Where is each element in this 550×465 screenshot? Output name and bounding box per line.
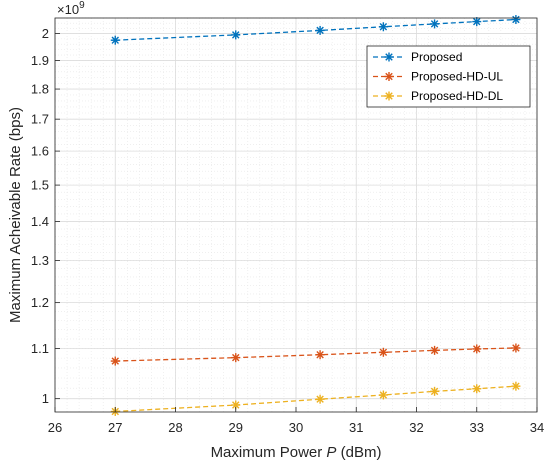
data-point <box>315 394 325 404</box>
data-point <box>231 353 241 363</box>
data-point <box>110 356 120 366</box>
x-tick-label: 34 <box>530 420 544 435</box>
x-tick-label: 27 <box>108 420 122 435</box>
y-tick-label: 1.9 <box>31 53 49 68</box>
data-point <box>472 344 482 354</box>
x-tick-label: 31 <box>349 420 363 435</box>
legend-box <box>366 45 531 108</box>
data-point <box>511 343 521 353</box>
y-tick-label: 1.8 <box>31 82 49 97</box>
legend-marker <box>384 91 394 101</box>
legend-label: Proposed-HD-UL <box>411 70 503 84</box>
data-point <box>378 390 388 400</box>
data-point <box>511 381 521 391</box>
y-axis-ticks: 1 1.1 1.2 1.3 1.4 1.5 1.6 1.7 1.8 1.9 2 <box>31 26 60 406</box>
data-point <box>472 17 482 27</box>
y-tick-label: 1.3 <box>31 253 49 268</box>
x-tick-label: 28 <box>168 420 182 435</box>
data-point <box>511 15 521 25</box>
x-tick-label: 26 <box>48 420 62 435</box>
series-layer <box>110 15 521 416</box>
series-3 <box>110 381 521 416</box>
x-axis-label: Maximum Power P (dBm) <box>211 444 382 461</box>
legend-item: Proposed-HD-DL <box>373 89 503 103</box>
data-point <box>430 345 440 355</box>
x-tick-label: 33 <box>470 420 484 435</box>
y-tick-label: 1.4 <box>31 214 49 229</box>
legend: Proposed Proposed-HD-UL Proposed-HD-DL <box>366 45 531 108</box>
x-axis-label-variable: P <box>326 444 336 461</box>
legend-marker <box>384 52 394 62</box>
data-point <box>472 384 482 394</box>
y-tick-label: 1.6 <box>31 144 49 159</box>
series-1 <box>110 15 521 45</box>
y-tick-label: 2 <box>42 26 49 41</box>
x-axis-ticks: 26 27 28 29 30 31 32 33 34 <box>48 407 544 435</box>
data-point <box>378 347 388 357</box>
y-tick-label: 1.1 <box>31 341 49 356</box>
legend-label: Proposed <box>411 50 462 64</box>
data-point <box>315 350 325 360</box>
data-point <box>110 35 120 45</box>
data-point <box>430 19 440 29</box>
x-tick-label: 30 <box>289 420 303 435</box>
y-tick-label: 1.7 <box>31 112 49 127</box>
legend-marker <box>384 72 394 81</box>
data-point <box>231 30 241 40</box>
y-axis-label: Maximum Acheivable Rate (bps) <box>7 107 24 323</box>
data-point <box>315 25 325 35</box>
x-tick-label: 29 <box>229 420 243 435</box>
legend-item: Proposed <box>373 50 462 64</box>
data-point <box>378 22 388 32</box>
y-tick-label: 1 <box>42 391 49 406</box>
y-tick-label: 1.5 <box>31 178 49 193</box>
y-exponent: ×109 <box>57 0 85 17</box>
series-2 <box>110 343 521 366</box>
legend-label: Proposed-HD-DL <box>411 89 503 103</box>
y-exponent-power: 9 <box>79 0 85 11</box>
y-tick-label: 1.2 <box>31 295 49 310</box>
data-point <box>430 386 440 396</box>
x-tick-label: 32 <box>409 420 423 435</box>
legend-item: Proposed-HD-UL <box>373 70 503 84</box>
